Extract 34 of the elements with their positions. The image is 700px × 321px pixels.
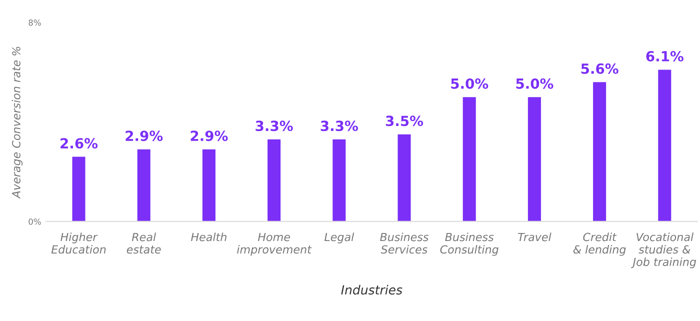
data-label: 2.6% [60, 138, 98, 149]
bar [658, 70, 672, 222]
x-tick-label: Legal [324, 232, 354, 244]
bar [462, 97, 476, 222]
y-tick-label: 8% [28, 19, 41, 26]
x-tick-label: Home improvement [237, 232, 312, 256]
data-label: 3.5% [386, 116, 424, 126]
data-label: 3.3% [256, 120, 293, 132]
data-label: 5.0% [516, 78, 554, 89]
bar [398, 134, 411, 222]
data-label: 2.9% [126, 130, 163, 142]
bar [202, 149, 216, 222]
bar [528, 97, 541, 222]
x-tick-label: Travel [518, 232, 552, 242]
data-label: 5.0% [451, 78, 488, 89]
bar [137, 149, 150, 222]
bar [593, 82, 606, 222]
x-tick-label: Credit & lending [573, 232, 626, 256]
bar [72, 156, 86, 222]
x-tick-label: Real estate [126, 232, 161, 254]
bar [268, 139, 281, 222]
y-tick-label: 0% [28, 218, 41, 225]
data-label: 2.9% [190, 130, 228, 142]
x-tick-label: Health [191, 232, 226, 242]
data-label: 5.6% [581, 63, 618, 74]
x-tick-label: Vocational studies & Job training [630, 232, 696, 268]
x-tick-label: Business Services [380, 232, 429, 254]
y-axis-title: Average Conversion rate % [12, 46, 23, 199]
x-tick-label: Higher Education [51, 232, 106, 254]
data-label: 3.3% [320, 120, 358, 132]
bar [332, 139, 346, 222]
data-label: 6.1% [646, 50, 684, 62]
x-tick-label: Business Consulting [440, 232, 498, 256]
x-axis-title: Industries [341, 284, 402, 295]
